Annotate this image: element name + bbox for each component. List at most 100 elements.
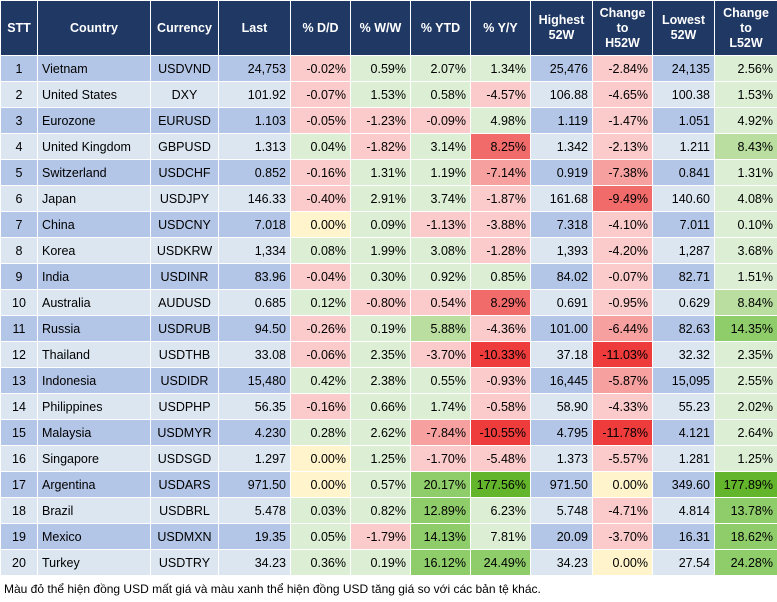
table-cell: 24,135	[652, 55, 715, 82]
table-row: 4 United Kingdom GBPUSD 1.313 0.04% -1.82% 3.1…	[0, 133, 777, 160]
table-cell: 0.30%	[350, 263, 411, 290]
table-cell: 1.74%	[410, 393, 471, 420]
table-cell: 20.17%	[410, 471, 471, 498]
table-cell: 82.71	[652, 263, 715, 290]
column-header: Currency	[150, 0, 219, 56]
table-cell: 0.19%	[350, 549, 411, 576]
column-header: Highest 52W	[530, 0, 593, 56]
footnote: Màu đỏ thể hiện đồng USD mất giá và màu …	[4, 582, 541, 596]
table-cell: China	[37, 211, 151, 238]
table-cell: 0.00%	[592, 471, 653, 498]
table-cell: 15,480	[218, 367, 291, 394]
table-cell: 84.02	[530, 263, 593, 290]
table-cell: GBPUSD	[150, 133, 219, 160]
table-cell: 2.56%	[714, 55, 777, 82]
table-cell: 16.31	[652, 523, 715, 550]
table-cell: 1.31%	[714, 159, 777, 186]
table-cell: 7.318	[530, 211, 593, 238]
table-cell: 1.297	[218, 445, 291, 472]
table-cell: 971.50	[218, 471, 291, 498]
table-cell: USDJPY	[150, 185, 219, 212]
table-cell: 1.373	[530, 445, 593, 472]
table-cell: -0.04%	[290, 263, 351, 290]
table-cell: 0.82%	[350, 497, 411, 524]
table-cell: 2.64%	[714, 419, 777, 446]
table-cell: 12	[0, 341, 38, 368]
table-cell: Mexico	[37, 523, 151, 550]
table-cell: India	[37, 263, 151, 290]
table-cell: 4.795	[530, 419, 593, 446]
table-cell: 5	[0, 159, 38, 186]
table-cell: USDRUB	[150, 315, 219, 342]
table-cell: 2.35%	[350, 341, 411, 368]
table-row: 18 Brazil USDBRL 5.478 0.03% 0.82% 12.89% 6.23%…	[0, 497, 777, 524]
table-cell: 7.011	[652, 211, 715, 238]
table-cell: -10.33%	[470, 341, 531, 368]
table-cell: 25,476	[530, 55, 593, 82]
table-cell: 1.119	[530, 107, 593, 134]
table-cell: -0.07%	[592, 263, 653, 290]
column-header: Change to H52W	[592, 0, 653, 56]
table-cell: Argentina	[37, 471, 151, 498]
table-cell: -4.57%	[470, 81, 531, 108]
table-cell: United Kingdom	[37, 133, 151, 160]
table-cell: USDTRY	[150, 549, 219, 576]
table-cell: Turkey	[37, 549, 151, 576]
table-cell: 1.51%	[714, 263, 777, 290]
table-cell: USDPHP	[150, 393, 219, 420]
table-cell: 2.62%	[350, 419, 411, 446]
table-cell: 0.685	[218, 289, 291, 316]
table-cell: -5.48%	[470, 445, 531, 472]
table-cell: 6.23%	[470, 497, 531, 524]
table-cell: -0.16%	[290, 159, 351, 186]
table-cell: 6	[0, 185, 38, 212]
table-cell: -2.84%	[592, 55, 653, 82]
table-cell: 1.31%	[350, 159, 411, 186]
table-cell: 3.14%	[410, 133, 471, 160]
table-cell: 0.57%	[350, 471, 411, 498]
table-cell: USDARS	[150, 471, 219, 498]
table-cell: 8.29%	[470, 289, 531, 316]
table-cell: 14	[0, 393, 38, 420]
column-header: % W/W	[350, 0, 411, 56]
table-cell: 4.92%	[714, 107, 777, 134]
table-cell: -6.44%	[592, 315, 653, 342]
table-cell: 1,287	[652, 237, 715, 264]
table-cell: -0.09%	[410, 107, 471, 134]
table-cell: USDTHB	[150, 341, 219, 368]
table-cell: -4.20%	[592, 237, 653, 264]
table-cell: 19	[0, 523, 38, 550]
table-cell: 0.00%	[290, 471, 351, 498]
table-cell: 0.05%	[290, 523, 351, 550]
table-cell: 0.08%	[290, 237, 351, 264]
table-cell: 7.018	[218, 211, 291, 238]
table-cell: 3.08%	[410, 237, 471, 264]
table-cell: 349.60	[652, 471, 715, 498]
table-cell: 4.121	[652, 419, 715, 446]
table-cell: 0.691	[530, 289, 593, 316]
table-cell: 3	[0, 107, 38, 134]
table-cell: Korea	[37, 237, 151, 264]
table-cell: 0.629	[652, 289, 715, 316]
table-cell: 0.00%	[592, 549, 653, 576]
column-header: STT	[0, 0, 38, 56]
table-cell: Indonesia	[37, 367, 151, 394]
table-cell: 55.23	[652, 393, 715, 420]
table-cell: Switzerland	[37, 159, 151, 186]
table-cell: -0.16%	[290, 393, 351, 420]
table-cell: 1.342	[530, 133, 593, 160]
table-row: 14 Philippines USDPHP 56.35 -0.16% 0.66% 1.74%…	[0, 393, 777, 420]
table-cell: 12.89%	[410, 497, 471, 524]
table-cell: 0.841	[652, 159, 715, 186]
column-header: % D/D	[290, 0, 351, 56]
table-cell: 101.00	[530, 315, 593, 342]
table-cell: 101.92	[218, 81, 291, 108]
table-cell: USDMXN	[150, 523, 219, 550]
table-cell: 13.78%	[714, 497, 777, 524]
table-cell: 58.90	[530, 393, 593, 420]
table-row: 20 Turkey USDTRY 34.23 0.36% 0.19% 16.12% 24.49…	[0, 549, 777, 576]
table-cell: 7	[0, 211, 38, 238]
table-cell: 13	[0, 367, 38, 394]
table-cell: 4.98%	[470, 107, 531, 134]
